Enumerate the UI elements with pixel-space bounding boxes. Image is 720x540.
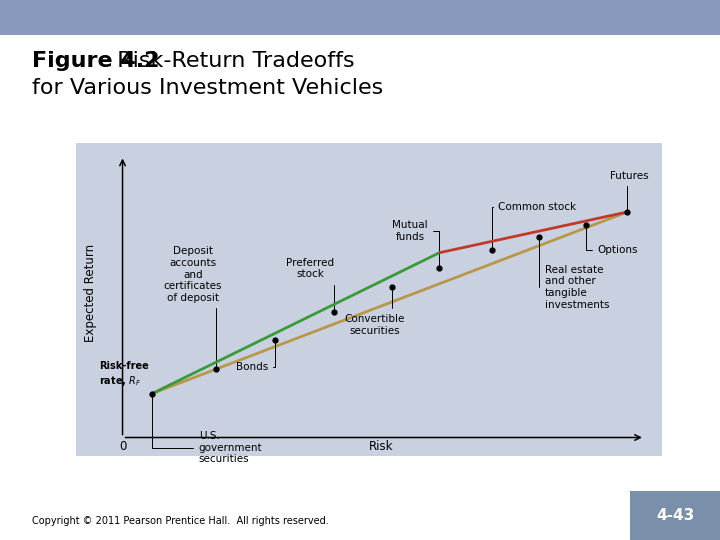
Text: Copyright © 2011 Pearson Prentice Hall.  All rights reserved.: Copyright © 2011 Pearson Prentice Hall. … [32,516,329,526]
Text: Risk-Return Tradeoffs: Risk-Return Tradeoffs [103,51,354,71]
Text: Convertible
securities: Convertible securities [345,290,405,335]
Text: Figure 4.2: Figure 4.2 [32,51,160,71]
Text: 0: 0 [119,440,126,453]
Text: U.S.
government
securities: U.S. government securities [152,396,263,464]
Text: Real estate
and other
tangible
investments: Real estate and other tangible investmen… [539,240,610,309]
Text: Futures: Futures [610,171,648,209]
Text: Risk: Risk [369,440,393,453]
Text: Preferred
stock: Preferred stock [287,258,334,309]
Text: for Various Investment Vehicles: for Various Investment Vehicles [32,78,384,98]
Text: 4-43: 4-43 [656,508,694,523]
Text: Mutual
funds: Mutual funds [392,220,439,266]
Text: Deposit
accounts
and
certificates
of deposit: Deposit accounts and certificates of dep… [163,246,222,366]
Text: Common stock: Common stock [492,202,576,247]
Text: Options: Options [586,227,639,254]
Text: Bonds: Bonds [235,343,275,373]
Text: Expected Return: Expected Return [84,245,96,342]
Text: Risk-free
rate, $R_F$: Risk-free rate, $R_F$ [99,361,149,388]
